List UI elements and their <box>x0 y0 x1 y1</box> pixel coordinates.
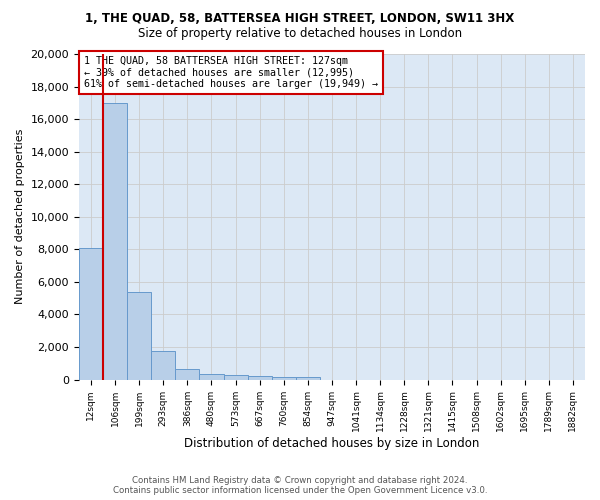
Text: 1, THE QUAD, 58, BATTERSEA HIGH STREET, LONDON, SW11 3HX: 1, THE QUAD, 58, BATTERSEA HIGH STREET, … <box>85 12 515 26</box>
Bar <box>103 103 127 380</box>
Text: Size of property relative to detached houses in London: Size of property relative to detached ho… <box>138 28 462 40</box>
Text: 1 THE QUAD, 58 BATTERSEA HIGH STREET: 127sqm
← 39% of detached houses are smalle: 1 THE QUAD, 58 BATTERSEA HIGH STREET: 12… <box>84 56 378 89</box>
Bar <box>151 351 175 380</box>
Bar <box>79 248 103 380</box>
Text: Contains HM Land Registry data © Crown copyright and database right 2024.
Contai: Contains HM Land Registry data © Crown c… <box>113 476 487 495</box>
Bar <box>224 375 248 380</box>
Y-axis label: Number of detached properties: Number of detached properties <box>15 129 25 304</box>
Bar <box>272 376 296 380</box>
Bar <box>127 292 151 380</box>
Bar <box>175 368 199 380</box>
Bar <box>296 377 320 380</box>
X-axis label: Distribution of detached houses by size in London: Distribution of detached houses by size … <box>184 437 479 450</box>
Bar <box>248 376 272 380</box>
Bar <box>199 374 224 380</box>
